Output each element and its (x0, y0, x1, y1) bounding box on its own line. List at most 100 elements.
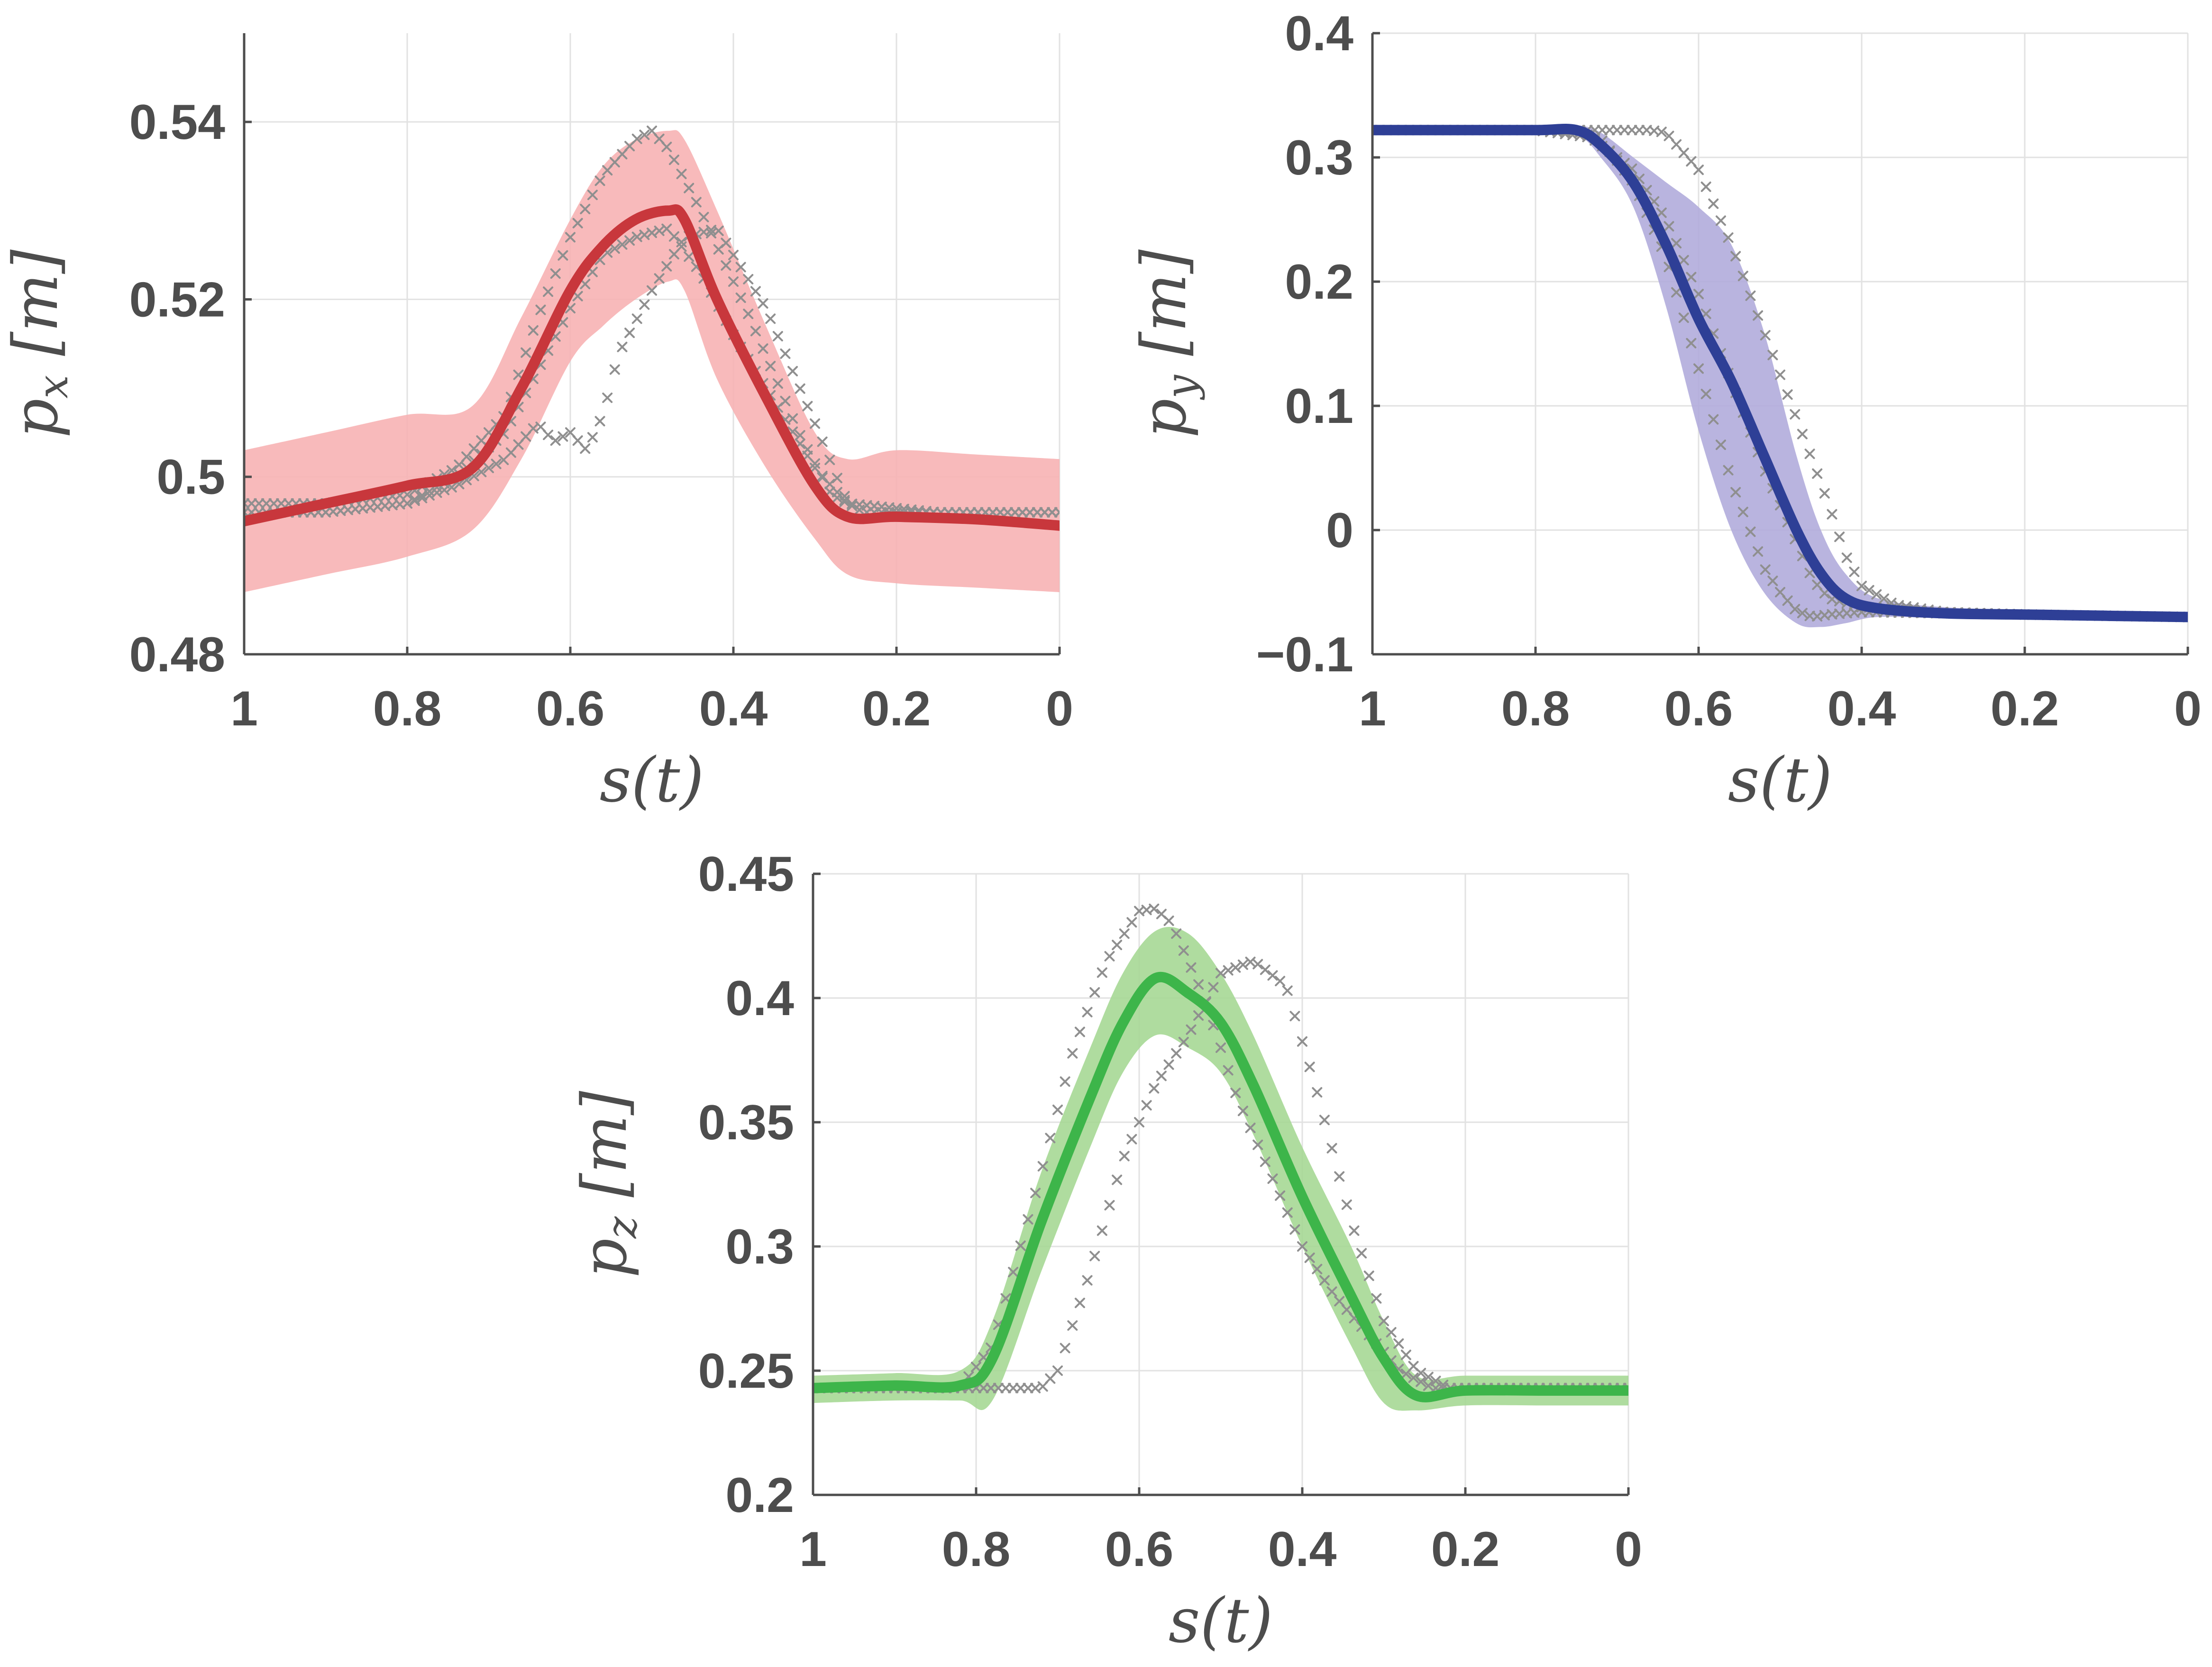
py-demo-marker (1708, 198, 1719, 209)
py-plot-area (1372, 124, 2188, 628)
pz-demo-marker (1438, 1380, 1449, 1391)
pz-demo-marker (1082, 1275, 1093, 1286)
pz-demo-marker (1393, 1338, 1404, 1349)
px-demo-marker (1010, 507, 1021, 518)
px-demo-marker (276, 498, 287, 509)
py-xtick-label: 0 (2174, 681, 2202, 736)
py-mean-line (1372, 124, 2188, 623)
pz-demo-marker (1230, 962, 1241, 973)
py-demo-marker (1686, 156, 1697, 167)
py-confidence-band (1372, 124, 2188, 628)
py-demo-marker (1790, 409, 1801, 420)
py-xtick-label: 0.4 (1828, 681, 1896, 736)
px-ytick-label: 0.5 (156, 450, 225, 505)
px-demo-marker (758, 343, 768, 354)
px-demo-marker (676, 168, 687, 179)
pz-ylabel: pz [m] (568, 1091, 646, 1278)
px-demo-marker (624, 235, 635, 246)
py-demo-marker (1849, 567, 1860, 577)
py-demo-marker (1878, 593, 1889, 604)
px-demo-marker (758, 298, 768, 309)
px-xtick-label: 0.6 (536, 681, 605, 736)
px-ylabel-subscript: x (28, 375, 77, 399)
pz-ytick-label: 0.45 (698, 847, 794, 902)
py-demo-marker (1819, 488, 1830, 499)
px-ytick-label: 0.52 (129, 272, 225, 327)
py-demo-marker (1737, 271, 1748, 282)
pz-demo-marker (1416, 1376, 1426, 1387)
px-demo-marker (1032, 507, 1043, 518)
py-demo-marker (1797, 429, 1808, 440)
py-demo-marker (1864, 585, 1874, 595)
px-demo-marker (676, 241, 687, 252)
px-xtick-label: 0.8 (373, 681, 442, 736)
py-demo-marker (1686, 338, 1697, 348)
px-demo-marker (528, 325, 539, 336)
pz-demo-marker (1304, 1252, 1315, 1263)
pz-ylabel-subscript: z (597, 1216, 646, 1239)
pz-demo-marker (1186, 1024, 1197, 1035)
pz-demo-marker (1163, 1059, 1174, 1070)
px-demo-marker (617, 341, 628, 352)
px-demo-marker (454, 459, 465, 470)
px-demo-marker (1047, 507, 1058, 518)
px-demo-marker (832, 487, 842, 498)
pz-plot-area (813, 903, 1628, 1411)
pz-demo-marker (1237, 1106, 1248, 1117)
px-demo-marker (246, 498, 257, 509)
pz-demo-marker (1186, 962, 1197, 973)
pz-demo-marker (1178, 945, 1189, 956)
pz-demo-marker (1282, 985, 1293, 996)
px-xtick-label: 0.2 (862, 681, 931, 736)
px-demo-marker (609, 157, 620, 168)
px-demo-marker (743, 274, 754, 284)
py-demo-marker (1782, 389, 1793, 400)
pz-demo-marker (1379, 1316, 1389, 1327)
px-demo-marker (268, 498, 279, 509)
px-demo-marker (691, 197, 702, 208)
pz-demo-marker (1423, 1380, 1434, 1391)
pz-demo-marker (1363, 1270, 1374, 1281)
py-demo-marker (1767, 349, 1778, 360)
py-demo-marker (1627, 125, 1637, 136)
pz-demo-marker (1015, 1383, 1026, 1393)
py-ytick-label: −0.1 (1256, 627, 1353, 682)
py-demo-marker (1760, 564, 1771, 575)
pz-demo-marker (1245, 956, 1256, 967)
py-demo-marker (1664, 221, 1674, 232)
px-demo-marker (594, 175, 605, 186)
px-demo-marker (609, 364, 620, 375)
px-demo-marker (617, 149, 628, 160)
pz-demo-marker (1289, 1011, 1300, 1022)
px-demo-marker (409, 495, 420, 506)
py-demo-marker (1700, 181, 1711, 192)
py-xtick-label: 0.6 (1664, 681, 1733, 736)
px-demo-marker (244, 507, 249, 518)
pz-demo-marker (1030, 1188, 1041, 1199)
pz-xtick-label: 1 (799, 1522, 827, 1577)
px-mean-line (244, 204, 1060, 531)
px-demo-marker (802, 401, 813, 412)
py-demo-marker (1634, 125, 1645, 136)
pz-demo-marker (1282, 1207, 1293, 1218)
py-demo-marker (1723, 232, 1734, 243)
px-demo-marker (254, 498, 265, 509)
px-ylabel: px [m] (0, 249, 77, 438)
pz-demo-marker (1408, 1373, 1419, 1383)
py-demo-marker (1871, 589, 1882, 600)
px-ylabel-unit: [m] (0, 249, 72, 356)
pz-mean-line (813, 971, 1628, 1402)
px-demo-marker (772, 331, 783, 342)
pz-demo-marker (1060, 1076, 1070, 1087)
pz-demo-marker (1326, 1286, 1337, 1297)
pz-demo-marker (1349, 1225, 1360, 1236)
pz-demo-marker (1275, 976, 1286, 987)
py-xtick-label: 1 (1359, 681, 1386, 736)
px-demo-marker (572, 291, 583, 302)
px-demo-marker (824, 454, 835, 465)
px-demo-marker (558, 250, 568, 261)
pz-demo-marker (1104, 1200, 1115, 1211)
px-demo-marker (661, 261, 672, 272)
px-demo-marker (580, 279, 591, 290)
